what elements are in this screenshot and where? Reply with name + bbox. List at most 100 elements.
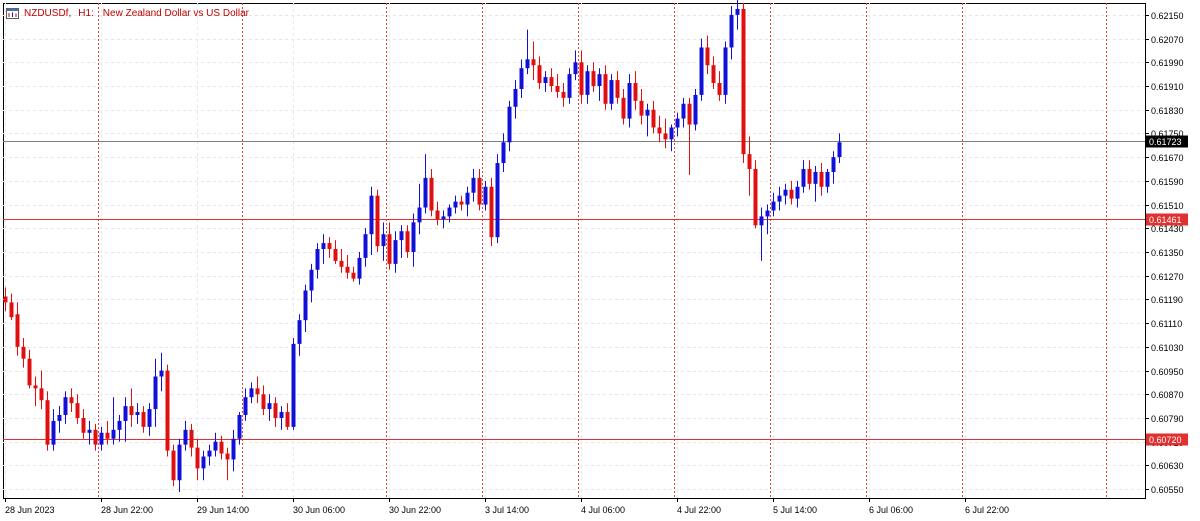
bullish-candle	[369, 195, 374, 235]
bullish-candle	[57, 415, 62, 421]
bearish-candle	[555, 85, 560, 92]
bearish-candle	[27, 358, 32, 386]
bullish-candle	[441, 216, 446, 220]
bullish-candle	[525, 59, 530, 69]
bullish-candle	[447, 207, 452, 217]
bearish-candle	[333, 249, 338, 261]
level-price-label: 0.60720	[1149, 435, 1182, 445]
x-tick-label: 30 Jun 22:00	[389, 505, 441, 515]
bullish-candle	[513, 88, 518, 107]
y-tick-label: 0.61830	[1151, 106, 1184, 116]
bearish-candle	[273, 403, 278, 418]
bearish-candle	[657, 127, 662, 134]
chart-title: NZDUSDf, H1: New Zealand Dollar vs US Do…	[6, 6, 249, 20]
bearish-candle	[561, 91, 566, 98]
bearish-candle	[531, 59, 536, 66]
instrument-description: New Zealand Dollar vs US Dollar	[102, 7, 249, 19]
bullish-candle	[675, 118, 680, 128]
bullish-candle	[267, 403, 272, 410]
bullish-candle	[465, 192, 470, 205]
bearish-candle	[39, 388, 44, 401]
x-tick-label: 4 Jul 22:00	[677, 505, 721, 515]
level-price-label: 0.61461	[1149, 215, 1182, 225]
bullish-candle	[123, 406, 128, 421]
bearish-candle	[405, 231, 410, 252]
x-tick-label: 3 Jul 14:00	[485, 505, 529, 515]
bearish-candle	[171, 450, 176, 481]
bullish-candle	[771, 201, 776, 211]
bearish-candle	[705, 47, 710, 66]
bullish-candle	[231, 438, 236, 460]
bearish-candle	[165, 370, 170, 451]
bullish-candle	[201, 456, 206, 469]
bullish-candle	[417, 207, 422, 223]
bearish-candle	[9, 302, 14, 318]
bullish-candle	[813, 171, 818, 184]
bullish-candle	[303, 290, 308, 321]
bearish-candle	[129, 406, 134, 416]
bearish-candle	[33, 385, 38, 389]
y-tick-label: 0.61510	[1151, 201, 1184, 211]
bullish-candle	[627, 83, 632, 119]
bearish-candle	[189, 429, 194, 448]
bullish-candle	[723, 47, 728, 95]
bullish-candle	[207, 450, 212, 457]
y-tick-label: 0.61670	[1151, 153, 1184, 163]
bullish-candle	[585, 71, 590, 95]
bullish-candle	[111, 429, 116, 439]
bearish-candle	[255, 388, 260, 395]
bearish-candle	[45, 400, 50, 445]
bearish-candle	[621, 97, 626, 119]
y-tick-label: 0.61990	[1151, 58, 1184, 68]
bullish-candle	[471, 177, 476, 193]
y-tick-label: 0.60790	[1151, 414, 1184, 424]
bullish-candle	[801, 168, 806, 187]
bearish-candle	[435, 210, 440, 220]
bullish-candle	[645, 109, 650, 116]
bearish-candle	[477, 177, 482, 205]
bearish-candle	[327, 243, 332, 250]
bearish-candle	[339, 260, 344, 267]
bullish-candle	[315, 249, 320, 270]
bearish-candle	[741, 8, 746, 155]
bullish-candle	[495, 163, 500, 238]
bullish-candle	[795, 186, 800, 199]
y-tick-label: 0.60630	[1151, 461, 1184, 471]
x-tick-label: 4 Jul 06:00	[581, 505, 625, 515]
bearish-candle	[459, 201, 464, 205]
bullish-candle	[147, 409, 152, 427]
bullish-candle	[363, 234, 368, 258]
bearish-candle	[663, 133, 668, 140]
x-tick-label: 28 Jun 22:00	[101, 505, 153, 515]
y-tick-label: 0.60950	[1151, 367, 1184, 377]
bearish-candle	[747, 154, 752, 169]
bearish-candle	[195, 447, 200, 469]
y-tick-label: 0.60550	[1151, 485, 1184, 495]
x-tick-label: 6 Jul 22:00	[965, 505, 1009, 515]
y-tick-label: 0.62150	[1151, 11, 1184, 21]
bullish-candle	[699, 47, 704, 95]
bullish-candle	[243, 397, 248, 416]
bearish-candle	[351, 272, 356, 279]
bullish-candle	[309, 269, 314, 291]
bullish-candle	[357, 257, 362, 279]
bullish-candle	[87, 429, 92, 433]
bearish-candle	[639, 100, 644, 116]
bearish-candle	[141, 412, 146, 427]
bearish-candle	[345, 266, 350, 273]
bullish-candle	[519, 68, 524, 89]
bearish-candle	[819, 171, 824, 187]
bullish-candle	[609, 80, 614, 104]
bullish-candle	[573, 62, 578, 75]
x-tick-label: 6 Jul 06:00	[869, 505, 913, 515]
bullish-candle	[393, 240, 398, 264]
bearish-candle	[81, 417, 86, 433]
bullish-candle	[321, 243, 326, 250]
y-tick-label: 0.61110	[1151, 319, 1182, 329]
bid-price-label: 0.61723	[1149, 137, 1182, 147]
bearish-candle	[21, 346, 26, 359]
chart-window-icon	[6, 7, 19, 19]
bearish-candle	[285, 412, 290, 427]
